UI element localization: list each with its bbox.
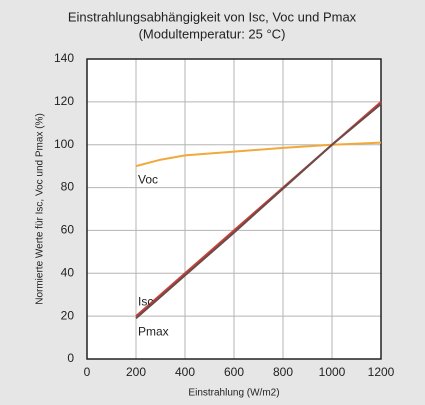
series-line [135, 103, 382, 320]
y-axis-label: Normierte Werte für Isc, Voc und Pmax (%… [35, 113, 46, 305]
y-tick-label: 60 [61, 223, 75, 237]
y-tick-label: 0 [67, 351, 74, 365]
x-axis-label: Einstrahlung (W/m2) [188, 388, 279, 399]
x-tick-label: 1200 [368, 365, 395, 379]
y-tick-label: 140 [54, 51, 74, 65]
x-tick-label: 800 [273, 365, 293, 379]
chart-title: Einstrahlungsabhängigkeit von Isc, Voc u… [68, 9, 357, 24]
y-tick-label: 80 [61, 180, 75, 194]
x-tick-label: 600 [224, 365, 244, 379]
y-tick-label: 20 [61, 308, 75, 322]
x-tick-label: 0 [84, 365, 91, 379]
series-label: Pmax [138, 324, 169, 338]
y-tick-label: 100 [54, 137, 74, 151]
x-tick-label: 1000 [319, 365, 346, 379]
x-tick-label: 400 [175, 365, 195, 379]
y-tick-label: 40 [61, 265, 75, 279]
series-label: Isc [138, 294, 153, 308]
x-tick-label: 200 [126, 365, 146, 379]
series-label: Voc [138, 172, 158, 186]
chart-subtitle: (Modultemperatur: 25 °C) [139, 26, 286, 41]
y-tick-label: 120 [54, 94, 74, 108]
plot-frame [86, 58, 382, 360]
